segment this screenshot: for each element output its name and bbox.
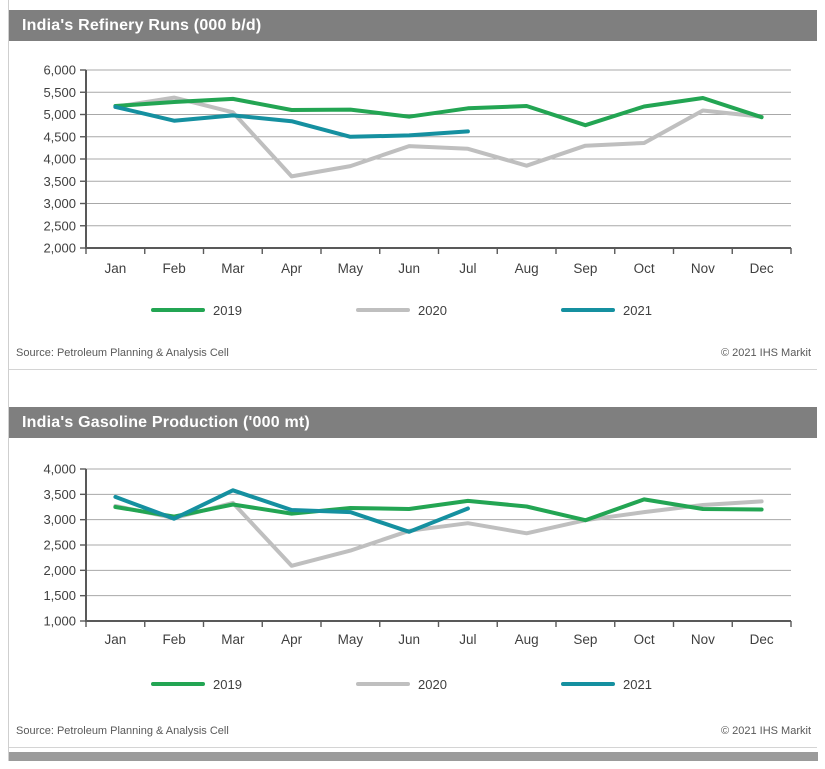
series-line-2020 [113, 499, 764, 568]
copyright-text: © 2021 IHS Markit [720, 725, 811, 737]
x-axis-label: May [338, 632, 364, 647]
x-axis-label: Jan [104, 632, 126, 647]
x-axis-label: Sep [573, 632, 597, 647]
legend-swatch-2020 [356, 308, 410, 312]
series-line-2021 [113, 488, 470, 534]
legend-item-2021: 2021 [561, 677, 766, 692]
x-axis-label: Aug [515, 632, 539, 647]
refinery-runs-panel: India's Refinery Runs (000 b/d) 6,000 5,5… [9, 0, 817, 370]
series-line-2019 [113, 497, 764, 523]
y-axis-label: 3,000 [43, 196, 76, 211]
series-line-2020 [113, 95, 764, 179]
x-axis-label: Feb [162, 632, 185, 647]
y-axis-label: 4,000 [43, 462, 76, 477]
x-axis-label: Mar [221, 261, 245, 276]
gasoline-production-footer: Source: Petroleum Planning & Analysis Ce… [9, 725, 817, 747]
x-axis-label: Dec [750, 261, 774, 276]
y-axis-label: 1,500 [43, 588, 76, 603]
x-axis-label: Jun [398, 632, 420, 647]
legend-item-2020: 2020 [356, 677, 561, 692]
source-text: Source: Petroleum Planning & Analysis Ce… [16, 725, 229, 737]
legend-item-2021: 2021 [561, 303, 766, 318]
gasoline-production-legend: 2019 2020 2021 [9, 669, 817, 699]
x-axis-label: Aug [515, 261, 539, 276]
legend-label-2020: 2020 [418, 302, 447, 318]
y-axis-label: 3,500 [43, 487, 76, 502]
legend-item-2019: 2019 [151, 303, 356, 318]
x-axis-label: Nov [691, 261, 715, 276]
legend-swatch-2019 [151, 308, 205, 312]
x-axis-label: May [338, 261, 364, 276]
refinery-runs-legend: 2019 2020 2021 [9, 295, 817, 325]
legend-label-2021: 2021 [623, 676, 652, 692]
y-axis-label: 2,500 [43, 218, 76, 233]
y-axis-label: 4,500 [43, 129, 76, 144]
y-axis-label: 3,000 [43, 512, 76, 527]
legend-swatch-2021 [561, 308, 615, 312]
report-body: India's Refinery Runs (000 b/d) 6,000 5,5… [8, 0, 818, 761]
y-axis-label: 5,000 [43, 107, 76, 122]
y-axis-label: 5,500 [43, 85, 76, 100]
legend-label-2019: 2019 [213, 676, 242, 692]
series-line-2019 [113, 96, 764, 128]
x-axis-label: Oct [634, 261, 655, 276]
y-axis-label: 1,000 [43, 614, 76, 629]
x-axis-label: Nov [691, 632, 715, 647]
source-text: Source: Petroleum Planning & Analysis Ce… [16, 347, 229, 359]
refinery-runs-title: India's Refinery Runs (000 b/d) [9, 10, 817, 41]
refinery-runs-footer: Source: Petroleum Planning & Analysis Ce… [9, 347, 817, 369]
series-line-2021 [113, 104, 470, 139]
legend-item-2020: 2020 [356, 303, 561, 318]
refinery-runs-chart: 6,000 5,500 5,000 4,500 4,000 3,500 3,000 2,500… [43, 63, 792, 276]
y-axis-label: 4,000 [43, 152, 76, 167]
y-axis-label: 2,500 [43, 538, 76, 553]
legend-label-2021: 2021 [623, 302, 652, 318]
x-axis-label: Apr [281, 632, 303, 647]
x-axis-label: Dec [750, 632, 774, 647]
x-axis-label: Oct [634, 632, 655, 647]
legend-label-2019: 2019 [213, 302, 242, 318]
y-axis-label: 6,000 [43, 63, 76, 78]
page-bottom-bar [9, 752, 818, 761]
legend-swatch-2021 [561, 682, 615, 686]
x-axis-label: Feb [162, 261, 185, 276]
gasoline-production-panel: India's Gasoline Production ('000 mt) 4,… [9, 407, 817, 748]
y-axis-label: 2,000 [43, 241, 76, 256]
y-axis-label: 2,000 [43, 563, 76, 578]
x-axis-label: Jun [398, 261, 420, 276]
legend-item-2019: 2019 [151, 677, 356, 692]
y-axis-label: 3,500 [43, 174, 76, 189]
x-axis-label: Sep [573, 261, 597, 276]
gasoline-production-title: India's Gasoline Production ('000 mt) [9, 407, 817, 438]
legend-swatch-2019 [151, 682, 205, 686]
x-axis-label: Jul [459, 261, 476, 276]
x-axis-label: Jul [459, 632, 476, 647]
gasoline-production-chart: 4,000 3,500 3,000 2,500 2,000 1,500 1,000 Jan Fe… [43, 462, 792, 647]
copyright-text: © 2021 IHS Markit [720, 347, 811, 359]
legend-swatch-2020 [356, 682, 410, 686]
x-axis-label: Jan [104, 261, 126, 276]
legend-label-2020: 2020 [418, 676, 447, 692]
x-axis-label: Mar [221, 632, 245, 647]
x-axis-label: Apr [281, 261, 303, 276]
